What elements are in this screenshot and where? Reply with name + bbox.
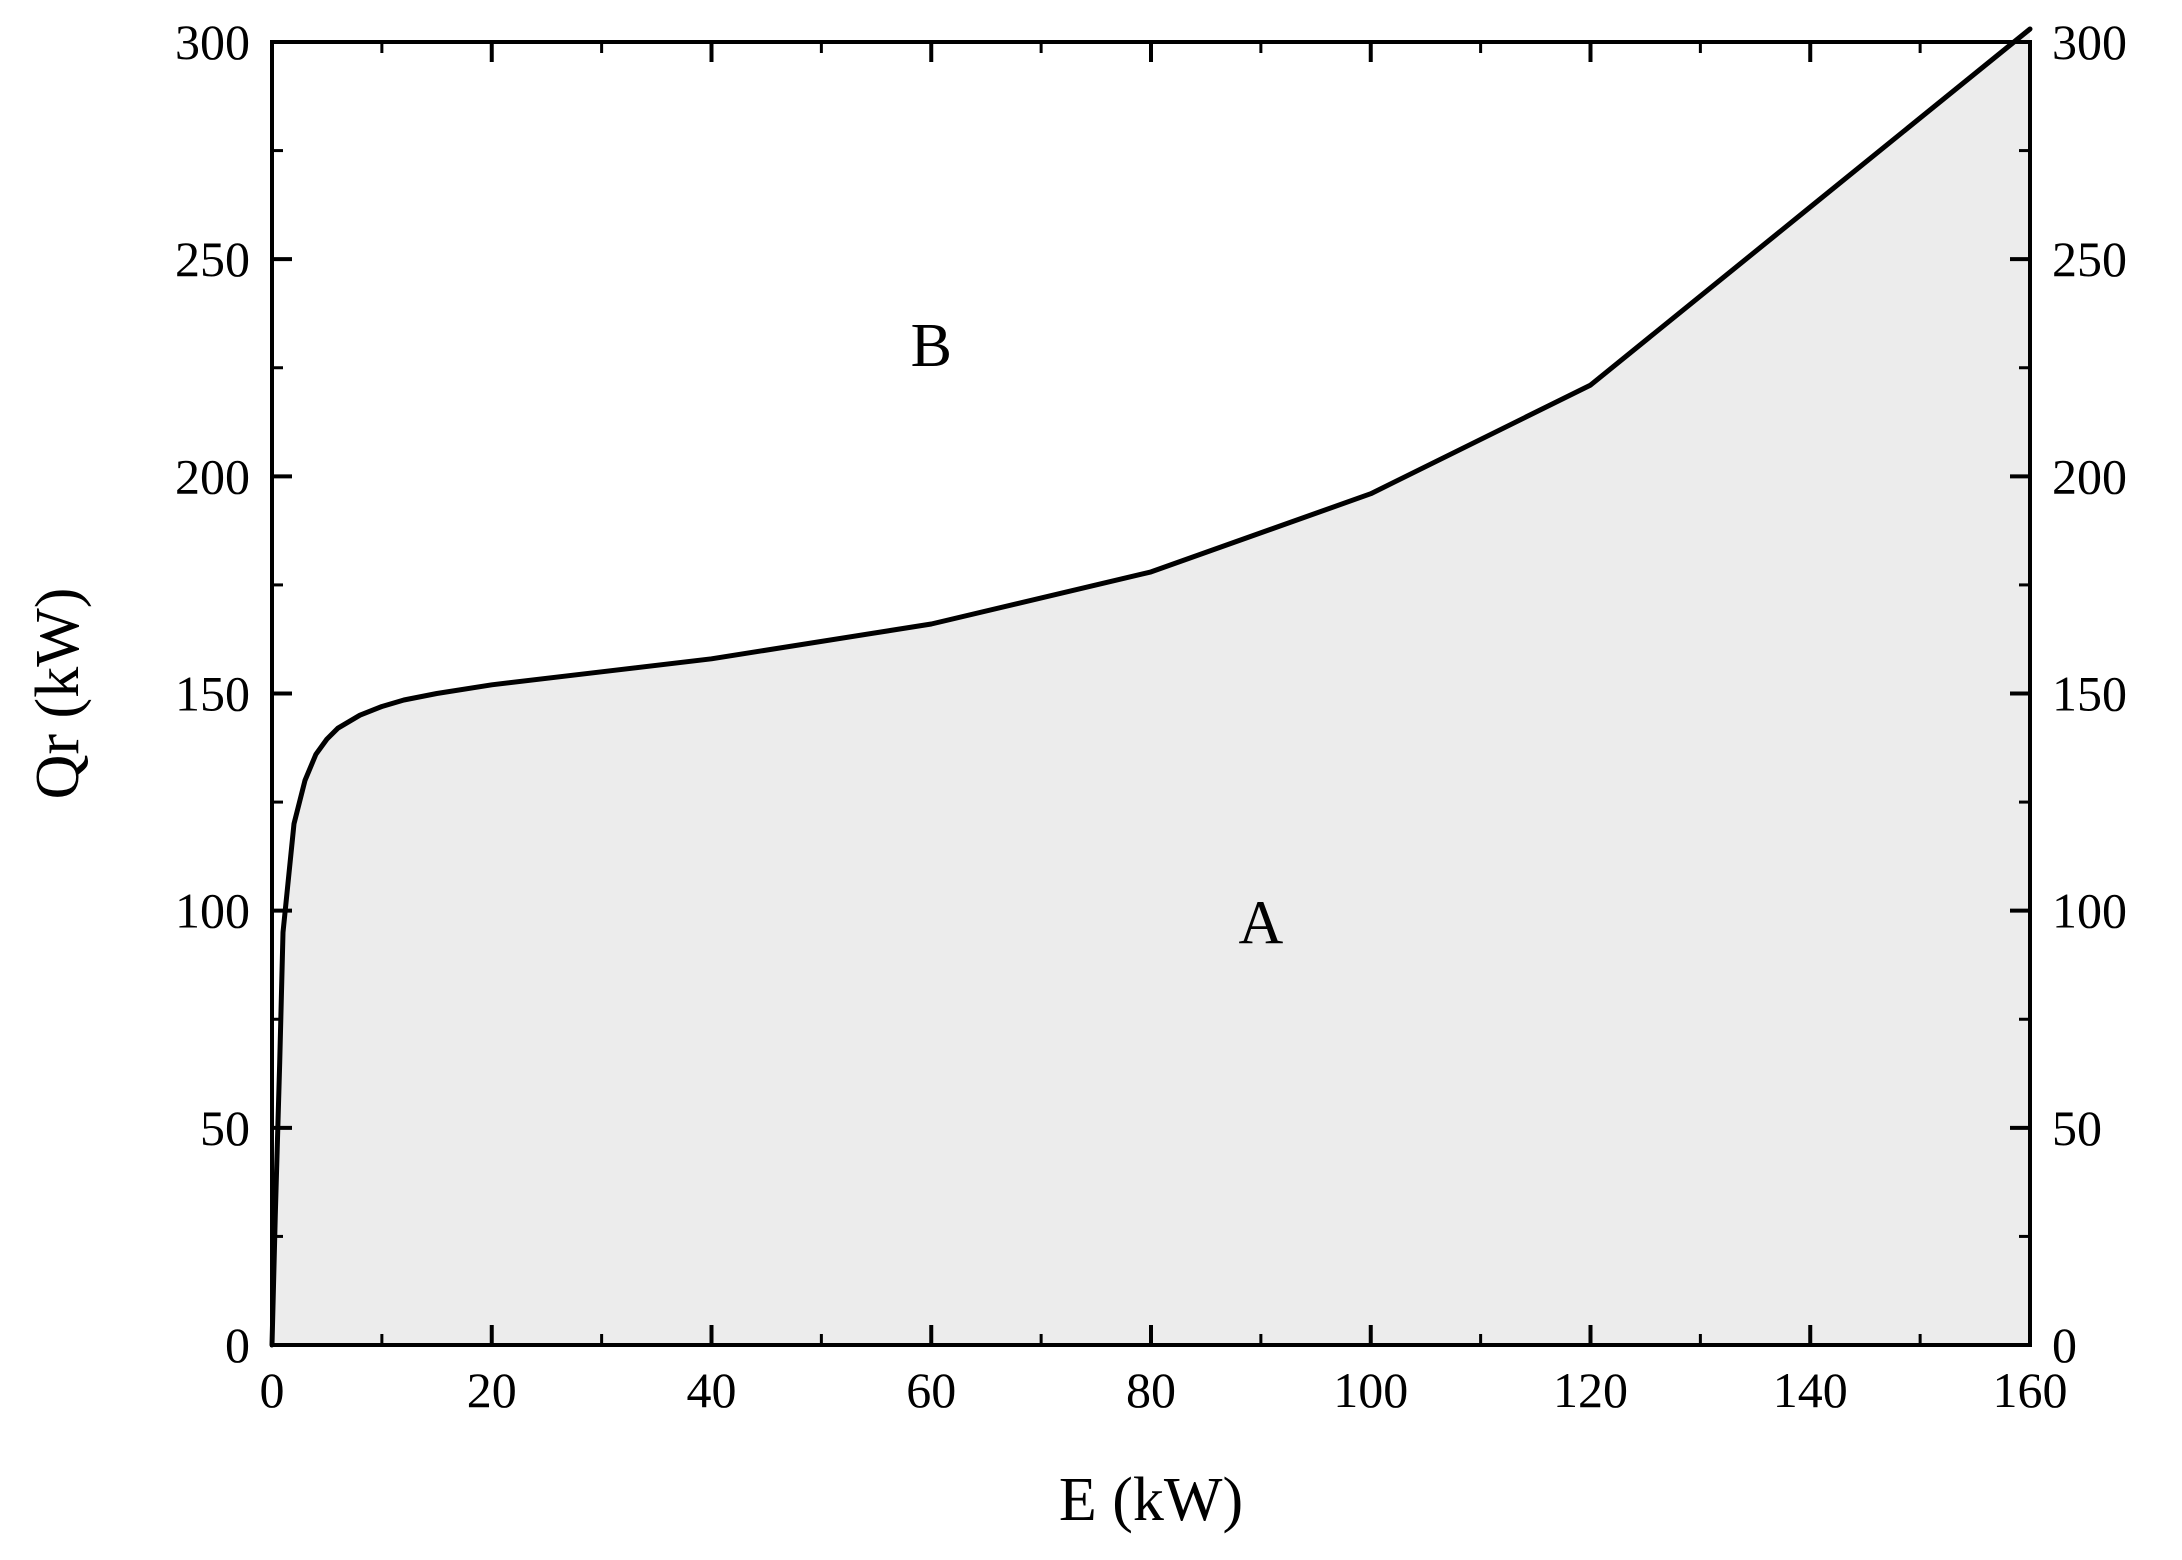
y-tick-label-left-5: 250 (175, 231, 250, 287)
x-tick-label-8: 160 (1993, 1362, 2068, 1418)
y-tick-label-right-0: 0 (2052, 1317, 2077, 1373)
y-tick-label-left-2: 100 (175, 883, 250, 939)
boundary-line-layer (269, 26, 2033, 1348)
tick-layer (270, 40, 2032, 1347)
x-axis-title: E (kW) (1059, 1466, 1243, 1534)
x-tick-label-0: 0 (260, 1362, 285, 1418)
y-tick-label-right-6: 300 (2052, 14, 2127, 70)
y-tick-label-right-1: 50 (2052, 1100, 2102, 1156)
x-tick-label-2: 40 (687, 1362, 737, 1418)
y-tick-label-left-0: 0 (225, 1317, 250, 1373)
annotation-layer: AB (911, 312, 1284, 958)
y-tick-label-left-6: 300 (175, 14, 250, 70)
y-tick-label-left-4: 200 (175, 448, 250, 504)
x-tick-label-3: 60 (906, 1362, 956, 1418)
region-a-fill (272, 29, 2030, 1345)
y-tick-label-left-3: 150 (175, 666, 250, 722)
region-label-a: A (1238, 890, 1283, 958)
boundary-line (269, 26, 2033, 1348)
y-tick-label-right-3: 150 (2052, 666, 2127, 722)
y-tick-label-right-5: 250 (2052, 231, 2127, 287)
y-tick-label-right-2: 100 (2052, 883, 2127, 939)
x-tick-label-6: 120 (1553, 1362, 1628, 1418)
y-axis-title: Qr (kW) (24, 588, 92, 800)
region-a-fill-layer (272, 29, 2030, 1345)
region-label-b: B (911, 312, 952, 380)
y-tick-label-left-1: 50 (200, 1100, 250, 1156)
y-tick-label-right-4: 200 (2052, 448, 2127, 504)
x-tick-label-1: 20 (467, 1362, 517, 1418)
x-tick-label-5: 100 (1333, 1362, 1408, 1418)
x-tick-label-7: 140 (1773, 1362, 1848, 1418)
x-tick-label-4: 80 (1126, 1362, 1176, 1418)
